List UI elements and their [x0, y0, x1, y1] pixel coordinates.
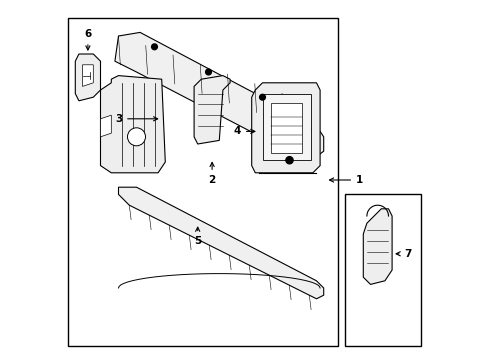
- Polygon shape: [118, 187, 323, 299]
- Bar: [271, 103, 302, 153]
- Polygon shape: [194, 76, 230, 144]
- Text: 2: 2: [208, 162, 215, 185]
- Text: 3: 3: [115, 114, 157, 124]
- Bar: [68, 18, 337, 346]
- Text: 1: 1: [329, 175, 363, 185]
- Polygon shape: [101, 76, 165, 173]
- Polygon shape: [101, 115, 111, 137]
- Bar: [262, 94, 310, 160]
- Text: 5: 5: [194, 227, 201, 246]
- Text: 7: 7: [395, 249, 411, 259]
- Polygon shape: [115, 32, 323, 162]
- Circle shape: [205, 69, 211, 75]
- Circle shape: [285, 157, 292, 164]
- Circle shape: [259, 94, 265, 100]
- Polygon shape: [363, 209, 391, 284]
- Circle shape: [295, 116, 301, 122]
- Text: 4: 4: [233, 126, 254, 136]
- Text: 6: 6: [84, 29, 91, 50]
- Polygon shape: [82, 65, 93, 86]
- Circle shape: [127, 128, 145, 146]
- Circle shape: [151, 44, 157, 50]
- Polygon shape: [75, 54, 101, 101]
- Polygon shape: [251, 83, 320, 173]
- Bar: [345, 194, 420, 346]
